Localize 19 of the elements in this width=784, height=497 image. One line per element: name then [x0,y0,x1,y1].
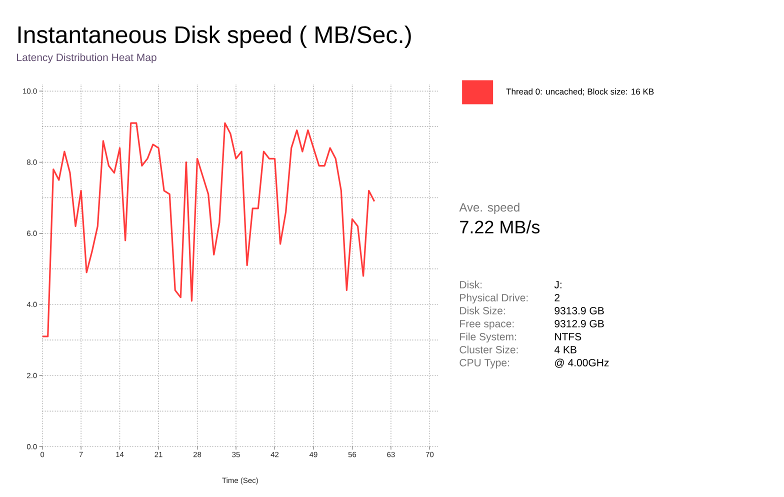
text: CPU Type: [460,358,510,368]
text: Physical Drive: [460,294,528,304]
text: 9312.9 GB [554,320,604,328]
text: 4 KB [554,346,576,354]
text: 2 [554,294,560,302]
text: Free space: [460,320,514,330]
text: NTFS [555,332,582,340]
text: Ave. speed [459,202,520,214]
text: Disk: [460,280,482,288]
chart-subtitle: Latency Distribution Heat Map [17,53,156,64]
legend-label: Thread 0: uncached; Block size: 16 KB [506,88,654,96]
text: J: [554,281,562,288]
text: File System: [460,332,516,342]
text: Cluster Size: [460,346,518,354]
text: @ 4.00GHz [555,358,609,368]
chart-title: Instantaneous Disk speed ( MB/Sec.) [18,26,411,48]
text: Disk Size: [460,306,505,314]
text: 7.22 MB/s [460,220,540,234]
text: 9313.9 GB [554,306,604,314]
